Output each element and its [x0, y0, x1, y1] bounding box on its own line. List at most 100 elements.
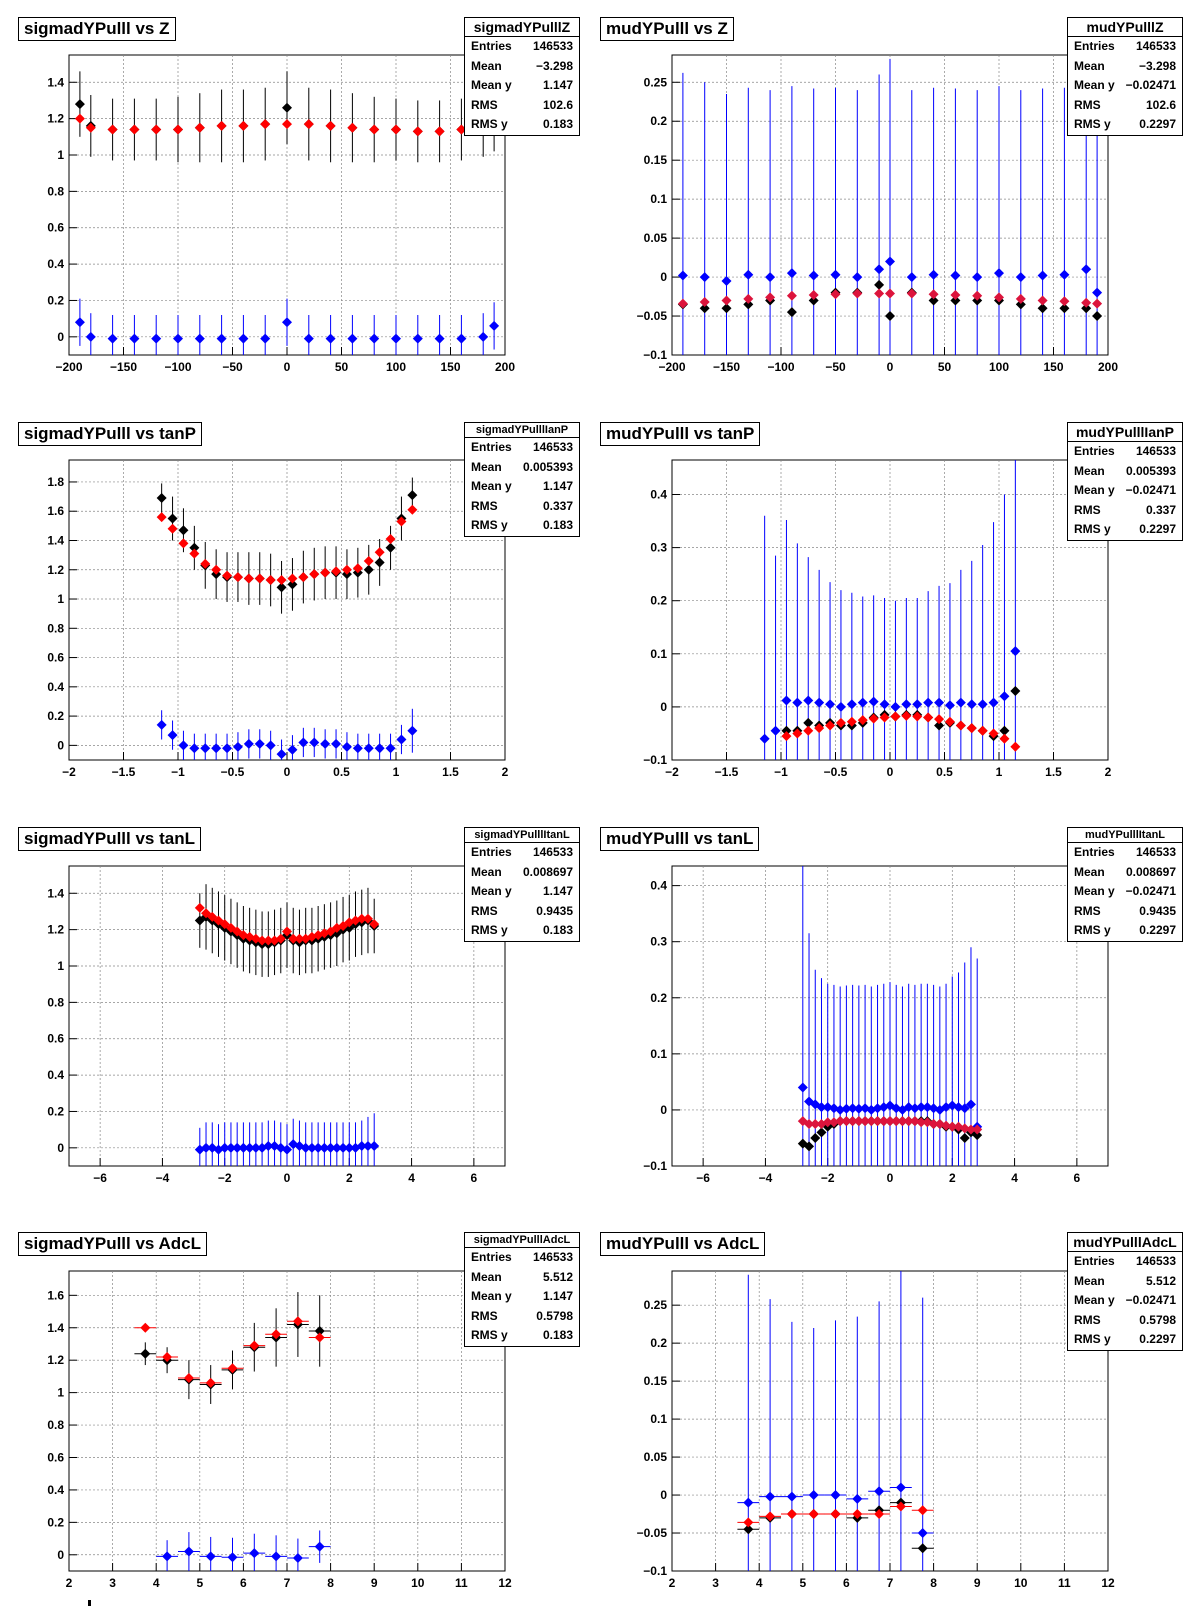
data-point-red — [173, 124, 183, 135]
stats-name: mudYPulllIanP — [1068, 423, 1182, 442]
data-point-red — [227, 1363, 238, 1374]
panel-title-1: mudYPulll vs Z — [600, 17, 734, 41]
data-point-blue — [835, 1104, 846, 1115]
stats-label: Entries — [1074, 444, 1115, 458]
stats-value: 0.5798 — [536, 1308, 573, 1323]
data-point-red — [288, 933, 299, 944]
stats-label: Mean y — [471, 78, 512, 92]
panel-title-5: mudYPulll vs tanL — [600, 827, 760, 851]
stats-value: 1.147 — [542, 1289, 573, 1303]
stats-row-mean_y: Mean y 1.147 — [465, 76, 579, 96]
stats-row-entries: Entries 146533 — [1068, 442, 1182, 462]
plot-area-3: −2 −1.5 −1 −0.5 0 0.5 1 1.5 2 −0.1 0 0.1 0.2 0.3 0.4 — [643, 459, 1112, 779]
y-tick-label: 1.2 — [47, 112, 64, 126]
stats-value: −3.298 — [1138, 58, 1176, 73]
x-tick-label: 2 — [66, 1576, 73, 1590]
stats-label: Mean — [471, 1269, 502, 1284]
y-tick-label: −0.1 — [643, 753, 667, 767]
data-point-crimson — [786, 290, 797, 301]
data-point-blue — [129, 333, 140, 344]
data-point-blue — [396, 734, 407, 745]
panel-title-2: sigmadYPulll vs tanP — [18, 422, 202, 446]
data-point-black — [803, 717, 814, 728]
stats-name: sigmadYPulllZ — [465, 18, 579, 37]
x-tick-label: 150 — [440, 360, 460, 374]
stats-value: 1.147 — [542, 78, 573, 92]
x-tick-label: 11 — [1058, 1576, 1071, 1590]
stats-value: 0.2297 — [1139, 522, 1176, 536]
stats-row-mean: Mean 0.008697 — [465, 863, 579, 883]
stats-row-entries: Entries 146533 — [1068, 843, 1182, 863]
data-point-red — [352, 563, 363, 574]
data-point-red — [129, 124, 140, 135]
plot-area-7: 2 3 4 5 6 7 8 9 10 11 12 −0.1 −0.05 0 0.05 0.1 0.15 0.2 0.… — [637, 1270, 1115, 1590]
y-tick-label: 0 — [57, 330, 64, 344]
stats-label: RMS — [1074, 903, 1101, 918]
data-point-blue — [1037, 270, 1048, 281]
data-point-blue — [74, 317, 85, 328]
data-point-blue — [874, 1486, 885, 1497]
stats-box-0: sigmadYPulllZ Entries 146533 Mean −3.298 Mean… — [464, 17, 580, 136]
stats-name: mudYPulllItanL — [1068, 828, 1182, 843]
stats-value: 102.6 — [1145, 97, 1176, 112]
x-tick-label: −50 — [222, 360, 243, 374]
data-point-blue — [282, 1144, 292, 1155]
x-tick-label: 7 — [284, 1576, 291, 1590]
data-point-red — [363, 555, 374, 566]
data-point-blue — [950, 270, 961, 281]
data-point-blue — [216, 333, 227, 344]
x-tick-label: 200 — [495, 360, 515, 374]
data-point-red — [835, 717, 846, 728]
data-point-blue — [885, 256, 895, 267]
plot-area-1: −200 −150 −100 −50 0 50 100 150 200 −0.1 −0.05 0 0.0… — [637, 54, 1118, 374]
data-point-blue — [369, 1141, 380, 1151]
data-point-red — [857, 715, 868, 726]
data-point-crimson — [1081, 297, 1092, 308]
data-point-blue — [319, 1142, 330, 1153]
y-tick-label: 0.2 — [47, 1104, 64, 1118]
data-point-red — [412, 126, 423, 137]
data-point-blue — [1015, 272, 1026, 283]
stats-box-4: sigmadYPulllItanL Entries 146533 Mean 0.0086… — [464, 827, 580, 942]
data-point-blue — [959, 1103, 970, 1114]
stats-row-rms_y: RMS y 0.183 — [465, 516, 579, 536]
data-point-red — [977, 725, 988, 736]
data-point-blue — [1059, 269, 1070, 280]
data-point-blue — [922, 1102, 933, 1113]
stats-row-mean_y: Mean y −0.02471 — [1068, 1291, 1182, 1311]
data-point-red — [803, 725, 814, 736]
data-point-blue — [923, 697, 934, 708]
data-point-red — [356, 913, 367, 924]
stats-value: 0.183 — [542, 923, 573, 937]
data-point-red — [107, 124, 118, 135]
data-point-blue — [338, 1142, 349, 1153]
plot-area-6: 2 3 4 5 6 7 8 9 10 11 12 0 0.2 0.4 0.6 0.8 1 1.2 1.4 1.6 — [47, 1270, 512, 1590]
stats-row-entries: Entries 146533 — [465, 37, 579, 57]
data-point-red — [1010, 741, 1021, 752]
data-point-blue — [928, 269, 939, 280]
data-point-blue — [374, 743, 385, 754]
data-point-blue — [814, 697, 825, 708]
data-point-red — [934, 714, 945, 725]
y-tick-label: 0 — [660, 270, 667, 284]
y-tick-label: 1.4 — [47, 533, 64, 547]
data-point-red — [325, 120, 336, 131]
stats-label: RMS y — [1074, 117, 1111, 131]
data-point-black — [1015, 299, 1026, 310]
data-point-crimson — [1059, 296, 1070, 307]
stats-row-mean: Mean 0.005393 — [1068, 462, 1182, 482]
x-tick-label: 1.5 — [442, 765, 459, 779]
y-tick-label: 0.2 — [650, 1336, 667, 1350]
y-tick-label: 0.15 — [644, 153, 668, 167]
x-tick-label: 6 — [843, 1576, 850, 1590]
x-tick-label: 0 — [284, 360, 291, 374]
data-point-red — [294, 933, 305, 944]
stats-label: RMS — [471, 903, 498, 918]
data-point-blue — [1010, 646, 1021, 657]
stats-value: 146533 — [532, 845, 573, 859]
stats-row-rms: RMS 0.9435 — [465, 902, 579, 922]
data-point-blue — [250, 1142, 261, 1153]
data-point-crimson — [828, 1117, 839, 1128]
x-tick-label: 100 — [386, 360, 406, 374]
data-point-blue — [721, 275, 732, 286]
